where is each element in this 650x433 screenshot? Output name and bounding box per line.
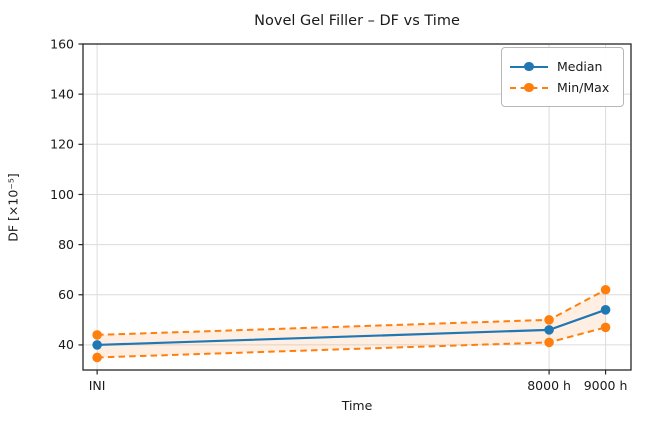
- legend-item-median: Median: [510, 57, 615, 76]
- minmax-marker: [544, 337, 554, 348]
- minmax-line-sample-icon: [510, 81, 548, 95]
- y-tick-label: 40: [58, 337, 74, 352]
- x-axis-label: Time: [341, 398, 373, 413]
- y-tick-label: 100: [50, 187, 74, 202]
- median-line-sample-icon: [510, 60, 548, 74]
- minmax-marker: [600, 322, 611, 333]
- legend-item-minmax: Min/Max: [510, 78, 615, 97]
- median-marker: [544, 325, 554, 335]
- chart-title: Novel Gel Filler – DF vs Time: [254, 13, 460, 29]
- y-tick-label: 160: [50, 36, 74, 51]
- legend: Median Min/Max: [501, 47, 624, 107]
- x-tick-label: 9000 h: [584, 378, 628, 393]
- axis-frame: [82, 43, 632, 371]
- x-tick-label: INI: [89, 378, 106, 393]
- x-tick-label: 8000 h: [527, 378, 571, 393]
- legend-label-median: Median: [557, 59, 603, 74]
- y-tick-label: 120: [50, 137, 74, 152]
- y-tick-label: 60: [58, 287, 74, 302]
- y-tick-label: 80: [58, 237, 74, 252]
- minmax-marker: [92, 330, 102, 340]
- minmax-marker: [92, 352, 102, 363]
- median-marker: [92, 340, 102, 350]
- y-tick-label: 140: [50, 86, 74, 101]
- y-axis-label: DF [×10⁻⁵]: [5, 173, 21, 242]
- minmax-marker: [544, 315, 554, 325]
- legend-label-minmax: Min/Max: [557, 80, 610, 95]
- median-marker: [600, 305, 611, 315]
- minmax-marker: [600, 284, 611, 295]
- minmax-band-fill: [97, 289, 606, 358]
